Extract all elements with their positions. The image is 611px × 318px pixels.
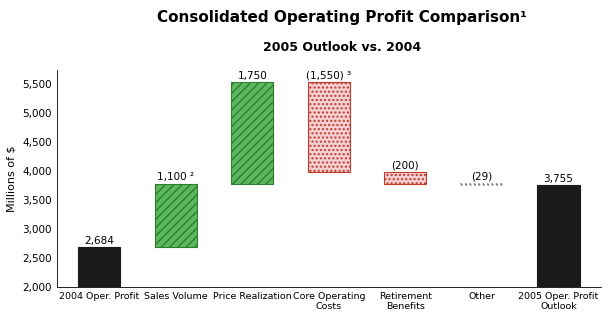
Bar: [78, 247, 120, 287]
Text: 2005 Outlook vs. 2004: 2005 Outlook vs. 2004: [263, 41, 421, 54]
Bar: [461, 183, 503, 185]
Text: (1,550) ³: (1,550) ³: [306, 71, 351, 81]
Bar: [538, 185, 580, 287]
Text: Consolidated Operating Profit Comparison¹: Consolidated Operating Profit Comparison…: [157, 10, 527, 24]
Bar: [384, 172, 426, 183]
Bar: [231, 82, 273, 183]
Bar: [155, 183, 197, 247]
Text: 1,100 ²: 1,100 ²: [157, 172, 194, 182]
Text: 2,684: 2,684: [84, 236, 114, 245]
Text: (200): (200): [392, 160, 419, 170]
Text: 3,755: 3,755: [544, 174, 574, 183]
Y-axis label: Millions of $: Millions of $: [7, 145, 17, 211]
Text: 1,750: 1,750: [237, 71, 267, 81]
Title: Consolidated Operating Profit Comparison¹
2005 Outlook vs. 2004: Consolidated Operating Profit Comparison…: [0, 317, 1, 318]
Bar: [308, 82, 350, 172]
Text: (29): (29): [471, 172, 492, 182]
